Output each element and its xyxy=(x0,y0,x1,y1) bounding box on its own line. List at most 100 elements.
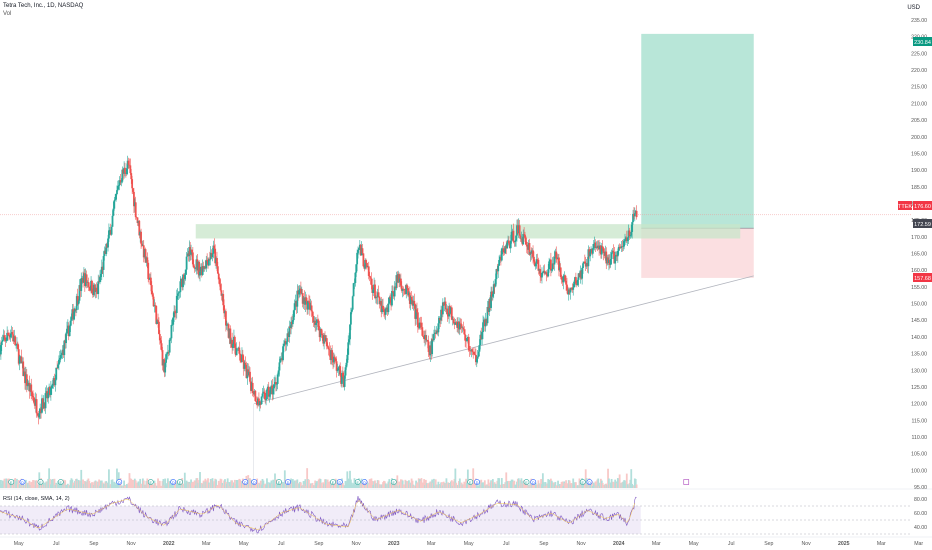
candle-body xyxy=(450,307,453,320)
candle-body xyxy=(416,309,418,313)
candle-body xyxy=(169,338,172,340)
candle-body xyxy=(633,213,636,217)
candle-body xyxy=(275,383,278,385)
candle-body xyxy=(87,282,90,287)
candle-body xyxy=(378,296,381,305)
volume-bar xyxy=(236,479,239,488)
candle-body xyxy=(113,200,116,209)
candle-body xyxy=(348,339,351,343)
volume-bar xyxy=(171,482,174,488)
candle-body xyxy=(475,358,478,363)
time-tick-label: May xyxy=(689,541,699,547)
candle-body xyxy=(283,343,285,347)
candle-body xyxy=(362,253,365,267)
volume-bar xyxy=(454,468,457,488)
candle-body xyxy=(31,392,34,396)
candle-body xyxy=(260,396,263,405)
candle-body xyxy=(372,289,375,293)
candle-body xyxy=(497,265,500,272)
candle-body xyxy=(490,291,492,308)
volume-bar xyxy=(33,480,35,488)
event-marker-label: D xyxy=(287,481,290,485)
zones-layer xyxy=(0,33,912,278)
candle-body xyxy=(265,399,267,400)
volume-bar xyxy=(226,478,229,488)
candle-body xyxy=(610,252,613,260)
price-tick-label: 200.00 xyxy=(911,135,927,141)
candle-body xyxy=(628,230,631,237)
candle-body xyxy=(1,339,4,342)
candle-body xyxy=(383,309,385,313)
candle-body xyxy=(478,345,481,352)
candle-body xyxy=(366,262,368,268)
candle-body xyxy=(119,180,122,183)
candle-body xyxy=(66,328,68,334)
price-axis[interactable]: 95.00 100.00 105.00 110.00 115.00 120.00 125.0… xyxy=(911,18,927,531)
volume-bar xyxy=(458,478,461,488)
candle-body xyxy=(311,311,314,316)
candle-body xyxy=(500,248,503,261)
candle-body xyxy=(144,249,147,263)
price-tick-label: 220.00 xyxy=(911,68,927,74)
event-marker-label: D xyxy=(253,481,256,485)
candle-body xyxy=(264,392,267,400)
price-tick-label: 115.00 xyxy=(912,418,928,424)
time-tick-label: Jul xyxy=(728,541,735,547)
candle-body xyxy=(391,290,394,293)
candle-body xyxy=(56,367,59,369)
volume-bar xyxy=(591,481,593,488)
volume-bar xyxy=(406,481,409,488)
candle-body xyxy=(479,334,482,346)
candle-body xyxy=(99,273,102,278)
candle-body xyxy=(268,394,271,397)
volume-bar xyxy=(0,479,2,488)
candle-body xyxy=(498,260,501,266)
candle-body xyxy=(151,294,154,297)
price-tick-label: 130.00 xyxy=(911,368,927,374)
candle-body xyxy=(134,202,137,218)
price-tick-label: 235.00 xyxy=(911,18,927,24)
time-tick-label: Nov xyxy=(802,541,812,547)
candle-body xyxy=(400,285,403,291)
target-price-label: 230.84 xyxy=(914,40,931,46)
candle-body xyxy=(589,251,592,257)
time-tick-label: Nov xyxy=(352,541,362,547)
candle-body xyxy=(198,261,201,276)
time-axis[interactable]: May Jul Sep Nov 2022 Mar May Jul Sep Nov 2023 Mar Ma… xyxy=(14,541,924,547)
candle-body xyxy=(533,256,535,262)
volume-bar xyxy=(228,482,231,488)
candle-body xyxy=(559,267,562,278)
candle-body xyxy=(11,332,14,335)
event-marker-label: E xyxy=(179,481,182,485)
candle-body xyxy=(232,344,234,349)
candle-body xyxy=(194,267,197,269)
candle-body xyxy=(165,354,167,363)
volume-bar xyxy=(111,479,114,488)
candle-body xyxy=(216,266,219,274)
candle-body xyxy=(184,269,187,275)
time-tick-label: May xyxy=(239,541,249,547)
event-marker-label: D xyxy=(21,481,24,485)
candle-body xyxy=(192,264,195,268)
volume-bar xyxy=(324,479,327,488)
candle-body xyxy=(325,338,328,347)
event-marker-label: E xyxy=(525,481,528,485)
candle-body xyxy=(205,259,208,269)
candle-body xyxy=(213,245,216,249)
candle-body xyxy=(357,250,359,253)
candle-body xyxy=(481,332,484,340)
price-tick-label: 160.00 xyxy=(911,268,927,274)
candle-body xyxy=(321,333,324,336)
candle-body xyxy=(91,280,93,294)
candle-body xyxy=(358,248,360,251)
volume-bar xyxy=(139,478,142,488)
candle-body xyxy=(308,301,310,303)
candle-body xyxy=(152,296,155,307)
volume-bar xyxy=(585,478,588,488)
candle-body xyxy=(76,296,79,305)
event-marker-label: E xyxy=(469,481,472,485)
candle-body xyxy=(367,266,370,276)
candle-body xyxy=(556,258,559,260)
